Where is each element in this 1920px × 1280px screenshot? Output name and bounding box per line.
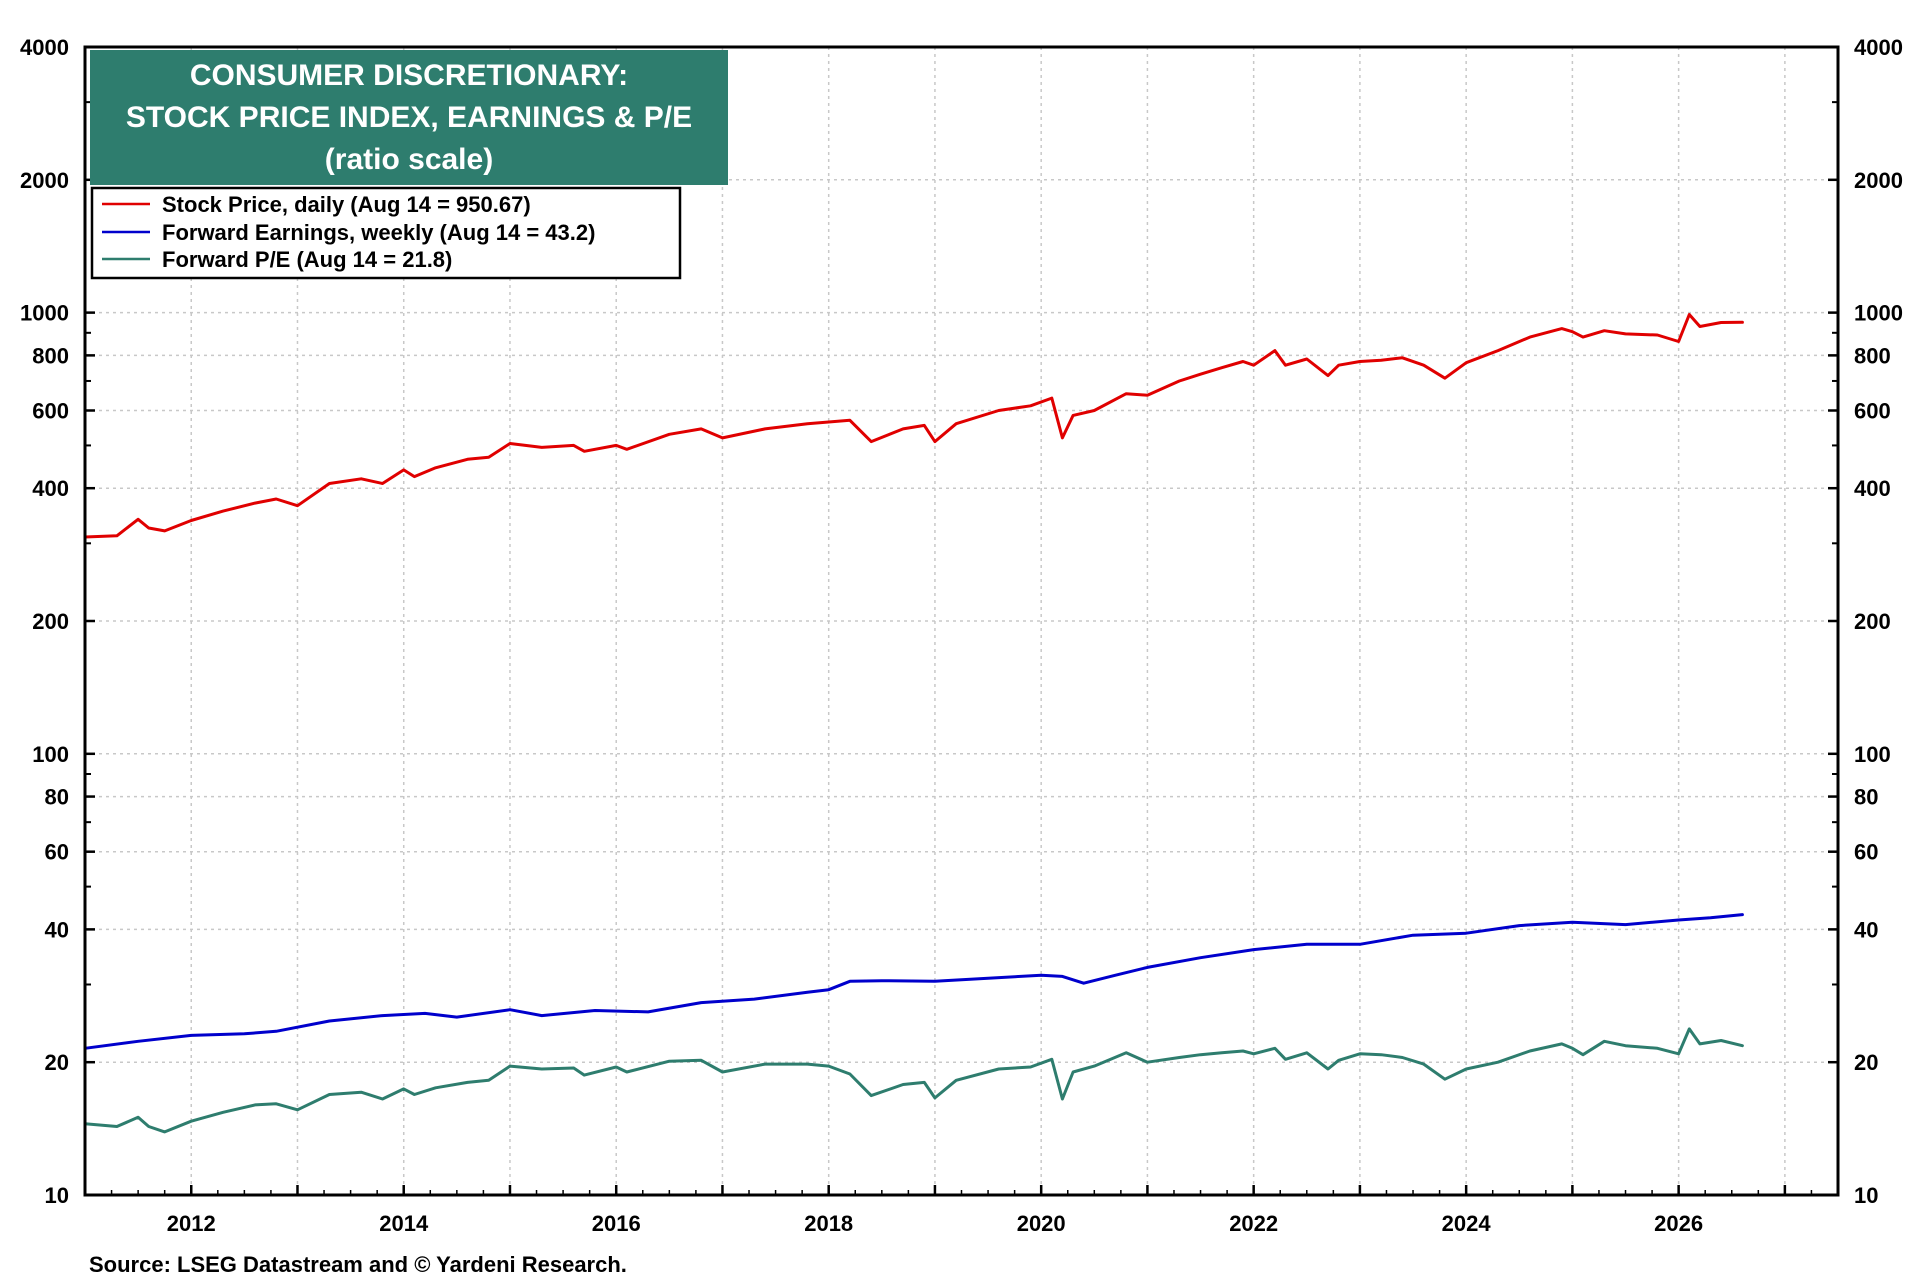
y-tick-label-left: 200 [32, 609, 69, 634]
y-tick-label-right: 20 [1854, 1050, 1878, 1075]
source-note: Source: LSEG Datastream and © Yardeni Re… [89, 1252, 627, 1277]
x-tick-label: 2016 [592, 1211, 641, 1236]
y-tick-label-right: 100 [1854, 742, 1891, 767]
y-tick-label-left: 10 [45, 1183, 69, 1208]
chart-title-line-1: CONSUMER DISCRETIONARY: [190, 59, 628, 92]
legend-label-stock-price: Stock Price, daily (Aug 14 = 950.67) [162, 192, 531, 217]
y-tick-label-right: 40 [1854, 917, 1878, 942]
x-axis-ticks: 2012 2014 2016 2018 2020 2022 2024 2026 [83, 1185, 1839, 1236]
y-tick-label-right: 800 [1854, 343, 1891, 368]
grid [85, 47, 1838, 1195]
series-lines [83, 313, 1744, 1134]
chart-title-line-3: (ratio scale) [325, 143, 493, 176]
y-tick-label-left: 1000 [20, 301, 69, 326]
y-tick-label-left: 4000 [20, 35, 69, 60]
y-tick-label-right: 60 [1854, 840, 1878, 865]
y-tick-label-right: 200 [1854, 609, 1891, 634]
legend-label-forward-earnings: Forward Earnings, weekly (Aug 14 = 43.2) [162, 220, 595, 245]
y-tick-label-left: 2000 [20, 168, 69, 193]
legend: Stock Price, daily (Aug 14 = 950.67) For… [90, 186, 682, 280]
y-axis-ticks: 10 10 20 20 40 40 60 60 80 80 100 100 200 200 400 400 60… [20, 35, 1903, 1208]
title-background [90, 50, 728, 185]
y-tick-label-left: 60 [45, 840, 69, 865]
y-tick-label-left: 20 [45, 1050, 69, 1075]
x-tick-label: 2020 [1017, 1211, 1066, 1236]
series-line-stock-price [83, 313, 1744, 539]
y-tick-label-left: 80 [45, 785, 69, 810]
y-tick-label-right: 10 [1854, 1183, 1878, 1208]
chart-title-line-2: STOCK PRICE INDEX, EARNINGS & P/E [126, 101, 692, 134]
y-tick-label-right: 400 [1854, 476, 1891, 501]
y-tick-label-left: 40 [45, 917, 69, 942]
y-tick-label-right: 4000 [1854, 35, 1903, 60]
x-tick-label: 2022 [1229, 1211, 1278, 1236]
y-tick-label-left: 400 [32, 476, 69, 501]
y-tick-label-left: 800 [32, 343, 69, 368]
y-tick-label-right: 1000 [1854, 301, 1903, 326]
x-tick-label: 2014 [379, 1211, 429, 1236]
series-line-forward-pe [83, 1027, 1744, 1134]
x-tick-label: 2026 [1654, 1211, 1703, 1236]
title-box: CONSUMER DISCRETIONARY: STOCK PRICE INDE… [90, 50, 728, 185]
x-tick-label: 2018 [804, 1211, 853, 1236]
y-tick-label-left: 600 [32, 398, 69, 423]
x-tick-label: 2024 [1442, 1211, 1492, 1236]
y-tick-label-right: 600 [1854, 398, 1891, 423]
y-tick-label-right: 80 [1854, 785, 1878, 810]
legend-label-forward-pe: Forward P/E (Aug 14 = 21.8) [162, 247, 452, 272]
y-tick-label-right: 2000 [1854, 168, 1903, 193]
series-line-forward-earnings [83, 913, 1744, 1050]
legend-box [90, 186, 682, 280]
y-tick-label-left: 100 [32, 742, 69, 767]
x-tick-label: 2012 [167, 1211, 216, 1236]
